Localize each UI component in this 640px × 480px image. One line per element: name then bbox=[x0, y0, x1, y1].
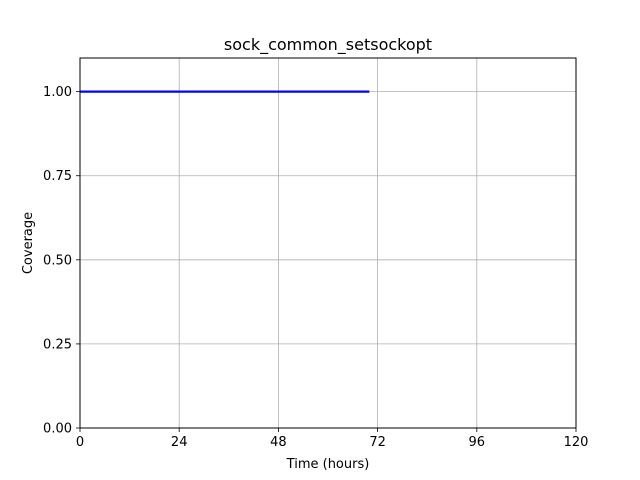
x-tick-label: 72 bbox=[369, 435, 386, 450]
y-axis-ticks: 0.00 0.25 0.50 0.75 1.00 bbox=[43, 85, 80, 437]
x-tick-label: 0 bbox=[76, 435, 84, 450]
x-axis-ticks: 0 24 48 72 96 120 bbox=[76, 428, 589, 450]
y-tick-label: 0.75 bbox=[43, 169, 72, 184]
y-tick-label: 0.50 bbox=[43, 253, 72, 268]
y-tick-label: 0.00 bbox=[43, 422, 72, 437]
y-tick-label: 1.00 bbox=[43, 85, 72, 100]
chart-title: sock_common_setsockopt bbox=[224, 35, 432, 55]
plot-frame bbox=[79, 57, 577, 429]
x-tick-label: 96 bbox=[469, 435, 486, 450]
x-axis-title: Time (hours) bbox=[286, 457, 370, 472]
x-tick-label: 48 bbox=[270, 435, 287, 450]
y-tick-label: 0.25 bbox=[43, 337, 72, 352]
x-tick-label: 24 bbox=[171, 435, 188, 450]
y-axis-title: Coverage bbox=[21, 212, 36, 274]
x-tick-label: 120 bbox=[564, 435, 589, 450]
